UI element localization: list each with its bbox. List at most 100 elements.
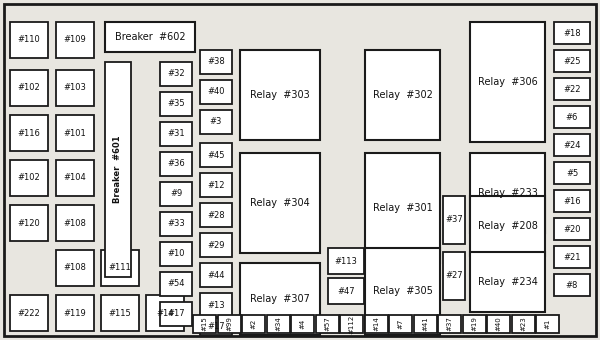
Bar [470,153,545,233]
Text: #23: #23 [520,317,526,332]
Text: #120: #120 [17,219,40,227]
Bar [160,242,192,266]
Bar [101,250,139,286]
Text: Relay  #233: Relay #233 [478,188,538,198]
Bar [470,22,545,142]
Text: Relay  #305: Relay #305 [373,287,433,296]
Text: #14: #14 [373,317,379,332]
Text: #222: #222 [17,308,40,318]
Bar [200,293,232,317]
Bar [56,115,94,151]
Bar [365,50,440,140]
Text: #6: #6 [566,113,578,121]
Text: #47: #47 [337,287,355,295]
Bar [10,295,48,331]
Text: #8: #8 [566,280,578,289]
Bar [240,153,320,253]
Bar [470,196,545,256]
Text: #3: #3 [210,118,222,126]
Text: #108: #108 [64,219,86,227]
Bar [554,106,590,128]
Bar [56,295,94,331]
Text: #37: #37 [445,216,463,224]
Text: Relay  #208: Relay #208 [478,221,538,231]
Text: #19: #19 [471,317,477,332]
Bar [56,70,94,106]
Bar [10,115,48,151]
Text: #119: #119 [64,308,86,318]
Text: #1: #1 [545,319,551,329]
Bar [200,110,232,134]
Text: #40: #40 [207,87,225,97]
Text: #102: #102 [17,84,40,92]
Text: #31: #31 [167,130,185,138]
Bar [160,62,192,86]
Bar [200,80,232,104]
Bar [487,315,510,333]
Text: #108: #108 [64,264,86,272]
Text: #17: #17 [167,309,185,319]
Text: #10: #10 [167,250,185,258]
Bar [240,50,320,140]
Bar [242,315,265,333]
Bar [160,182,192,206]
Bar [536,315,559,333]
Bar [160,92,192,116]
Text: #36: #36 [167,159,185,169]
Bar [554,50,590,72]
Bar [266,315,290,333]
Bar [365,248,440,335]
Text: Relay  #304: Relay #304 [250,198,310,208]
Bar [470,252,545,312]
Bar [160,212,192,236]
Text: #29: #29 [207,240,225,250]
Text: #37: #37 [446,317,452,332]
Bar [10,70,48,106]
Bar [200,263,232,287]
Bar [554,162,590,184]
Text: #115: #115 [109,308,131,318]
Bar [160,272,192,296]
Text: #99: #99 [226,317,232,332]
Text: #32: #32 [167,69,185,79]
Bar [10,205,48,241]
Bar [463,315,485,333]
Bar [160,302,192,326]
Text: #40: #40 [496,317,502,332]
Text: Relay  #301: Relay #301 [373,203,433,213]
Bar [328,248,364,274]
Bar [160,122,192,146]
Bar [105,62,131,277]
Text: #24: #24 [563,140,581,150]
Bar [413,315,437,333]
Text: Relay  #306: Relay #306 [478,77,538,87]
Text: #18: #18 [563,29,581,37]
Text: #12: #12 [207,181,225,189]
Bar [365,153,440,263]
Text: Breaker  #602: Breaker #602 [115,32,185,42]
Text: Relay  #234: Relay #234 [478,277,538,287]
Text: Relay  #303: Relay #303 [250,90,310,100]
Text: #15: #15 [202,317,208,332]
Bar [240,263,320,335]
Text: #109: #109 [64,35,86,45]
Text: #33: #33 [167,220,185,228]
Text: #57: #57 [324,317,330,332]
Bar [291,315,314,333]
Bar [105,22,195,52]
Text: #104: #104 [64,173,86,183]
Bar [10,22,48,58]
Text: #41: #41 [422,317,428,332]
Text: #22: #22 [563,85,581,94]
Text: #112: #112 [349,314,355,334]
Bar [200,203,232,227]
Bar [200,233,232,257]
Bar [101,295,139,331]
Text: #103: #103 [64,84,86,92]
Text: #35: #35 [167,100,185,108]
Bar [316,315,338,333]
Bar [146,295,184,331]
Text: #5: #5 [566,169,578,177]
Text: #27: #27 [445,272,463,280]
Text: #111: #111 [109,264,131,272]
